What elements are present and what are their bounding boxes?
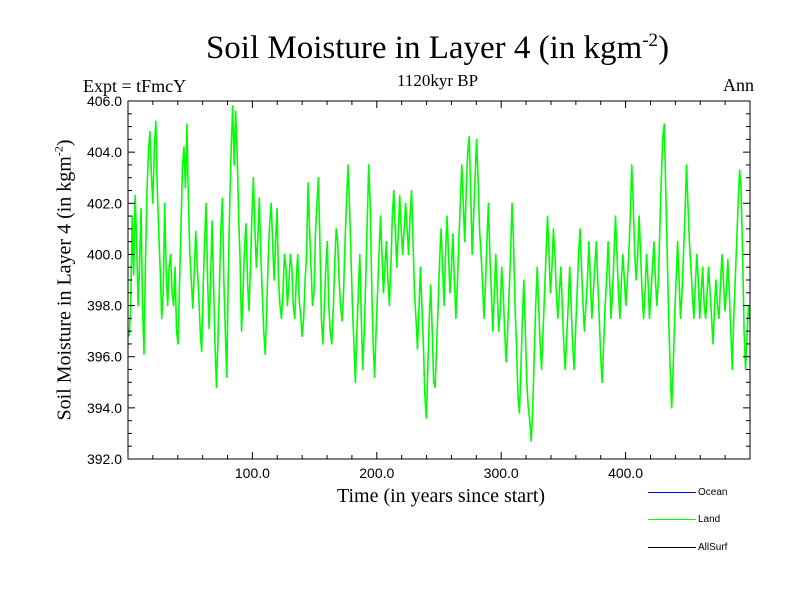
- x-axis-label: Time (in years since start): [336, 485, 546, 507]
- chart-title: Soil Moisture in Layer 4 (in kgm-2): [0, 30, 800, 67]
- y-tick-label: 402.0: [87, 195, 122, 211]
- legend-swatch-land: [648, 519, 696, 520]
- series-line-land: [128, 105, 751, 442]
- chart-subtitle: 1120kyr BP: [396, 71, 479, 90]
- x-tick-label: 100.0: [235, 465, 270, 481]
- y-tick-label: 400.0: [87, 246, 122, 262]
- y-tick-label: 404.0: [87, 144, 122, 160]
- experiment-label: Expt = tFmcY: [83, 76, 187, 96]
- legend-item-land: Land: [648, 514, 720, 525]
- x-tick-label: 300.0: [484, 465, 519, 481]
- legend-item-ocean: Ocean: [648, 487, 727, 498]
- legend-label-allsurf: AllSurf: [698, 542, 728, 553]
- y-tick-label: 392.0: [87, 451, 122, 467]
- legend-label-ocean: Ocean: [698, 487, 728, 498]
- chart-title-main: Soil Moisture in Layer 4 (in kgm: [205, 30, 643, 66]
- y-tick-label: 406.0: [87, 93, 122, 109]
- y-tick-label: 398.0: [87, 298, 122, 314]
- legend-swatch-allsurf: [648, 547, 696, 548]
- legend-swatch-ocean: [648, 492, 696, 493]
- x-tick-label: 200.0: [359, 465, 394, 481]
- season-label: Ann: [723, 75, 754, 95]
- y-tick-label: 394.0: [87, 400, 122, 416]
- legend-label-land: Land: [698, 514, 721, 525]
- legend-item-allsurf: AllSurf: [648, 542, 727, 553]
- chart-title-exponent: -2: [642, 30, 659, 51]
- x-tick-label: 400.0: [608, 465, 643, 481]
- chart-title-end: ): [658, 30, 670, 66]
- y-tick-label: 396.0: [87, 349, 122, 365]
